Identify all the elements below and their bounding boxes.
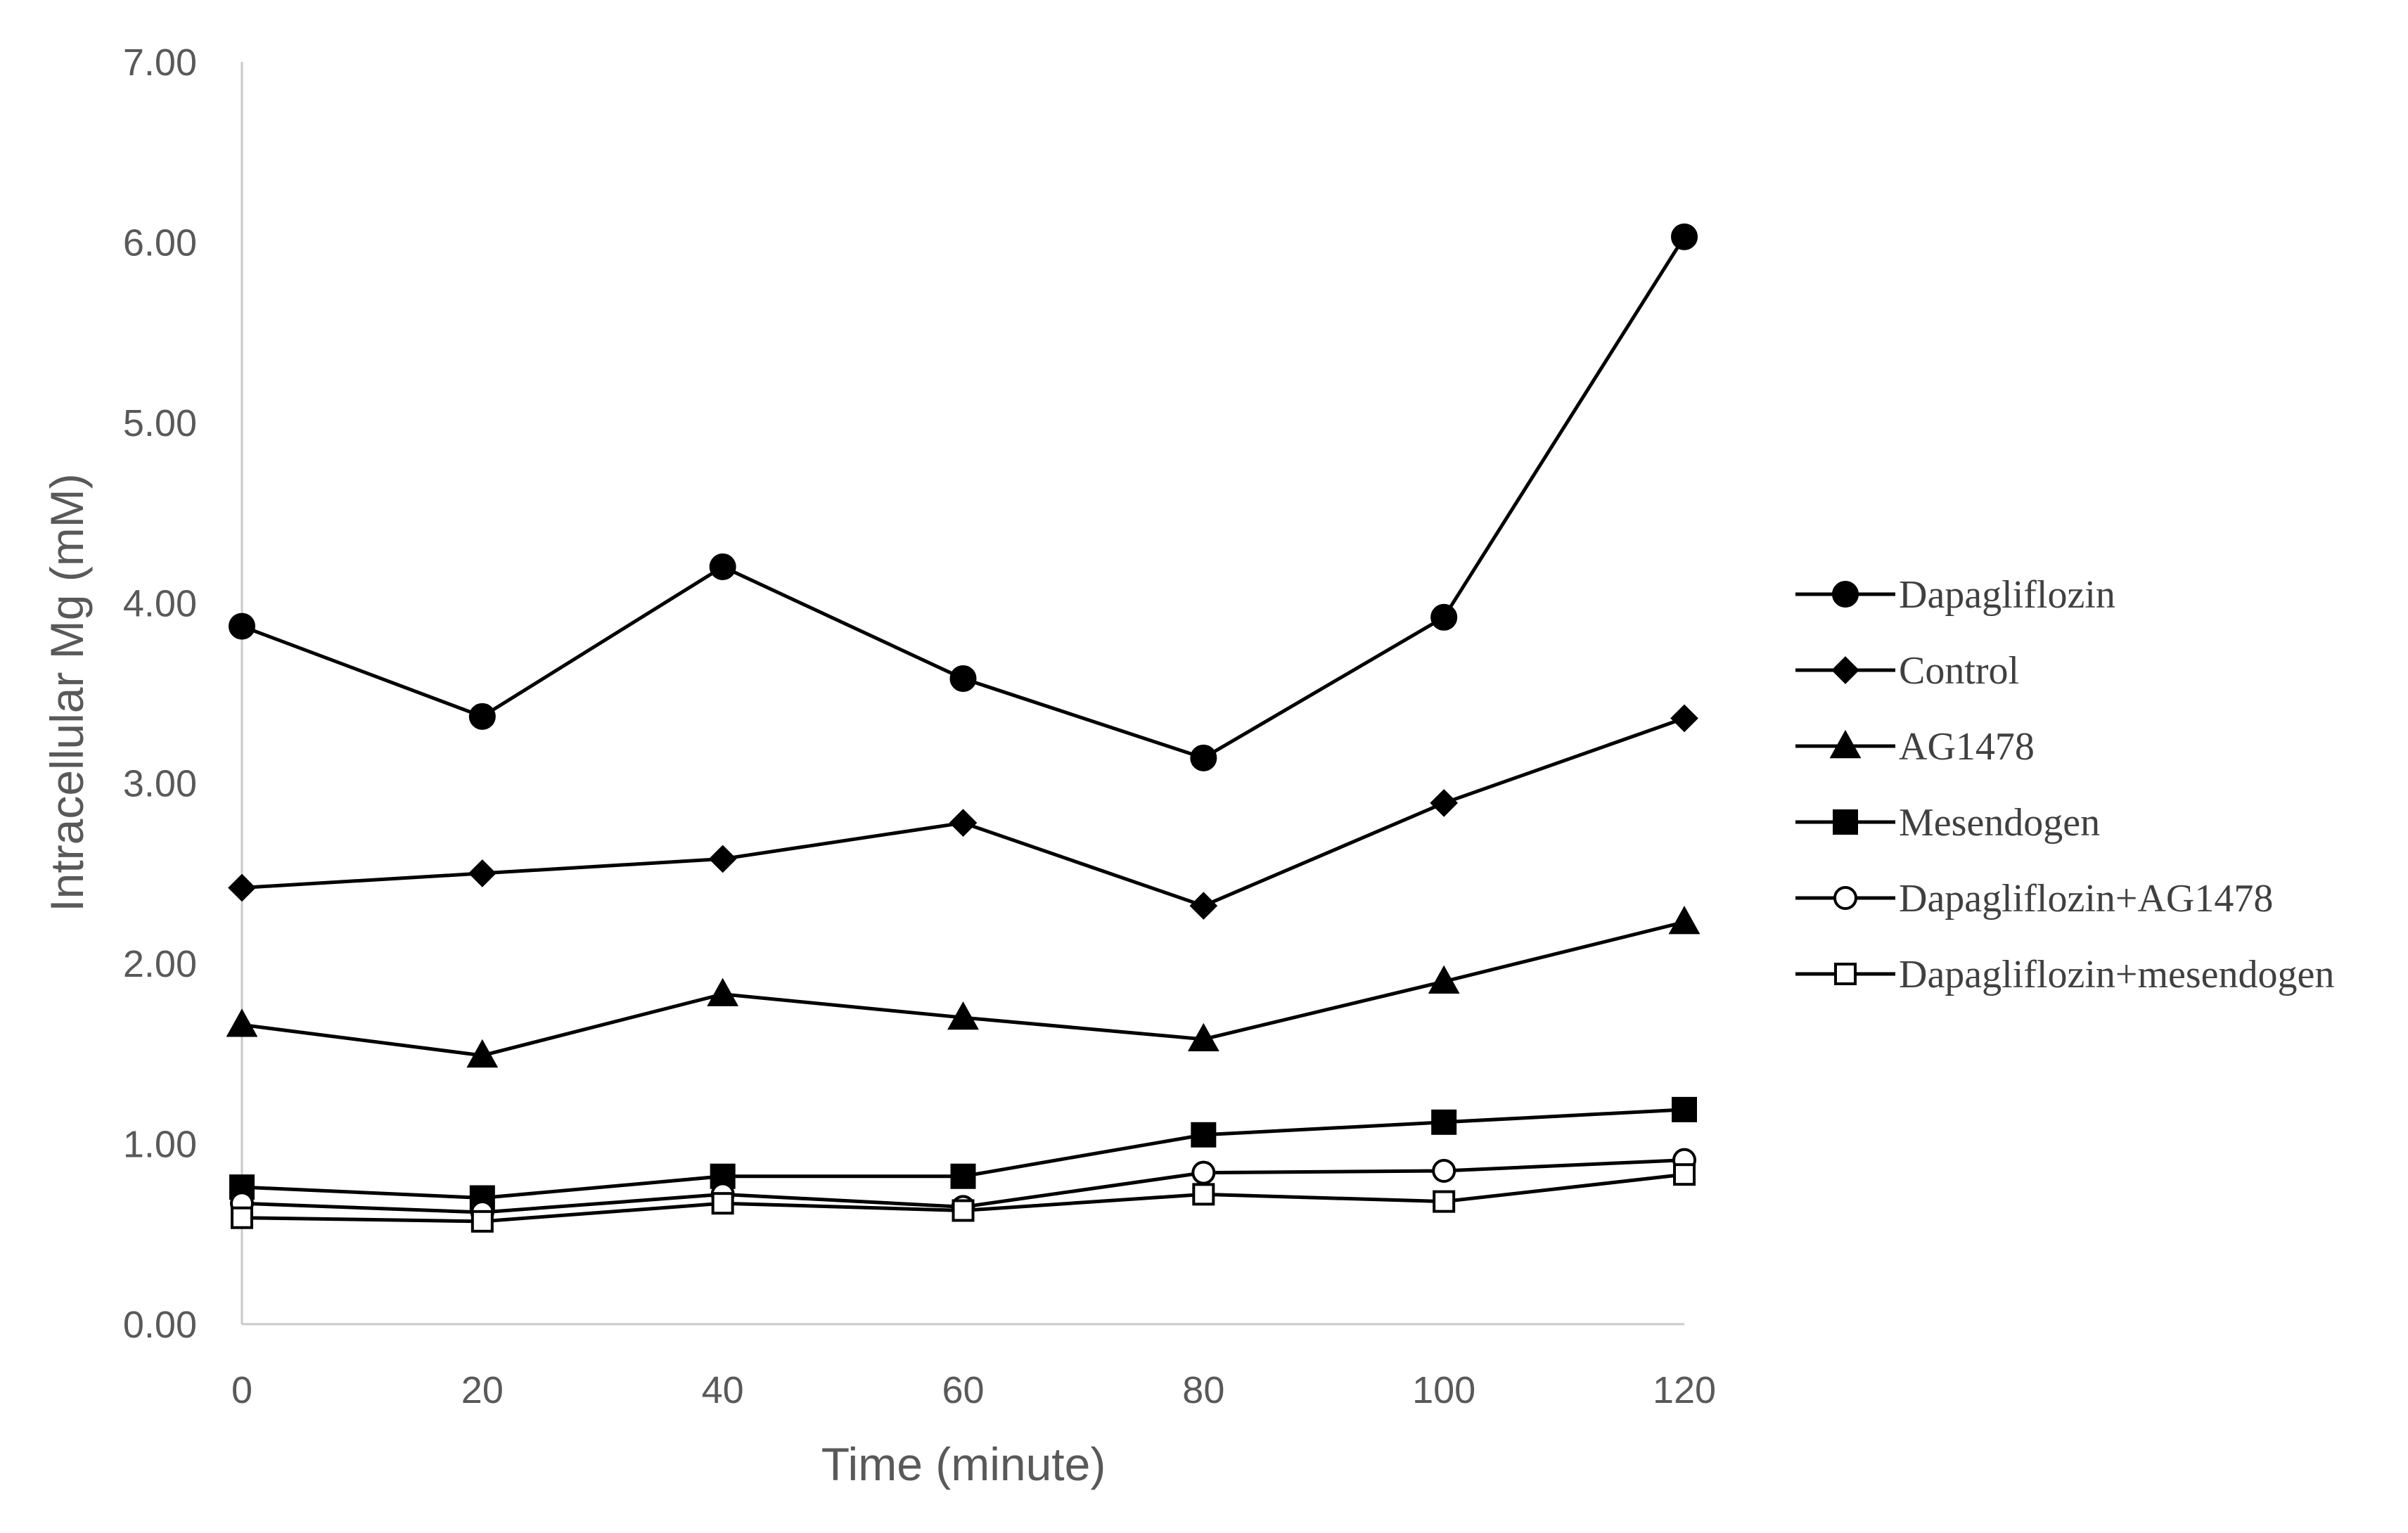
data-point — [1668, 906, 1701, 935]
legend-label: Dapagliflozin — [1899, 573, 2115, 617]
series-line-2 — [241, 920, 1685, 1058]
data-point — [1430, 789, 1458, 817]
y-tick-label: 6.00 — [123, 222, 197, 264]
legend-marker — [1834, 963, 1857, 985]
data-point — [1431, 1109, 1457, 1135]
legend-label: Mesendogen — [1899, 801, 2100, 845]
legend-item: Dapagliflozin — [1795, 573, 2115, 617]
data-point — [1671, 223, 1698, 250]
y-tick-labels: 0.00 1.00 2.00 3.00 4.00 5.00 6.00 7.00 — [123, 41, 197, 1346]
data-point — [470, 1210, 494, 1233]
legend-label: Control — [1899, 649, 2019, 693]
data-point — [1187, 1022, 1219, 1052]
data-point — [231, 1206, 253, 1229]
legend-marker — [1833, 886, 1857, 910]
axes — [241, 62, 1684, 1326]
data-point — [707, 977, 739, 1006]
x-tick-label: 80 — [1182, 1369, 1224, 1411]
data-point — [1673, 1163, 1696, 1186]
x-tick-label: 20 — [461, 1369, 504, 1411]
data-point — [1432, 1159, 1456, 1184]
y-tick-label: 3.00 — [123, 763, 197, 805]
y-tick-label: 0.00 — [123, 1304, 197, 1346]
data-point — [1189, 892, 1218, 920]
data-point — [1191, 1122, 1217, 1148]
x-tick-label: 100 — [1412, 1369, 1475, 1411]
legend-marker — [1833, 809, 1858, 835]
data-point — [949, 665, 977, 692]
legend-item: Dapagliflozin+AG1478 — [1795, 877, 2273, 921]
legend-marker — [1831, 656, 1859, 684]
data-point — [468, 859, 497, 887]
data-point — [1670, 704, 1698, 733]
data-point — [708, 845, 737, 873]
y-tick-label: 5.00 — [123, 402, 197, 444]
y-tick-label: 7.00 — [123, 41, 197, 84]
data-point — [468, 703, 496, 730]
legend-marker — [1832, 581, 1859, 608]
legend-item: Dapagliflozin+mesendogen — [1795, 953, 2334, 996]
legend: Dapagliflozin Control AG1478 Mesendogen Dapa… — [1795, 573, 2334, 996]
data-point — [1430, 603, 1458, 631]
data-point — [711, 1192, 734, 1215]
data-point — [226, 1008, 258, 1037]
y-tick-label: 1.00 — [123, 1124, 197, 1166]
legend-item: Mesendogen — [1795, 801, 2100, 845]
data-point — [1433, 1190, 1456, 1213]
legend-item: Control — [1795, 649, 2019, 693]
x-tick-labels: 0 20 40 60 80 100 120 — [231, 1369, 1716, 1411]
y-tick-label: 2.00 — [123, 943, 197, 985]
data-point — [1428, 965, 1460, 994]
x-axis-title: Time (minute) — [821, 1438, 1106, 1490]
data-point — [1190, 744, 1217, 771]
legend-label: Dapagliflozin+mesendogen — [1899, 953, 2334, 996]
x-tick-label: 60 — [942, 1369, 984, 1411]
y-axis-title: Intracellular Mg (mM) — [41, 473, 93, 911]
x-tick-label: 120 — [1653, 1369, 1716, 1411]
legend-label: AG1478 — [1899, 725, 2035, 769]
legend-marker — [1829, 729, 1862, 759]
series-markers — [226, 223, 1701, 1233]
series-lines — [241, 236, 1686, 1224]
data-point — [1192, 1183, 1215, 1206]
data-point — [949, 809, 978, 837]
y-tick-label: 4.00 — [123, 582, 197, 624]
data-point — [947, 1001, 979, 1030]
legend-item: AG1478 — [1795, 725, 2035, 769]
data-point — [1191, 1160, 1216, 1185]
x-tick-label: 0 — [231, 1369, 252, 1411]
legend-label: Dapagliflozin+AG1478 — [1899, 877, 2273, 921]
data-point — [466, 1039, 499, 1068]
x-tick-label: 40 — [702, 1369, 744, 1411]
data-point — [709, 553, 736, 580]
data-point — [228, 873, 256, 902]
data-point — [229, 612, 255, 640]
data-point — [952, 1199, 975, 1222]
data-point — [950, 1163, 976, 1189]
data-point — [1672, 1096, 1697, 1122]
